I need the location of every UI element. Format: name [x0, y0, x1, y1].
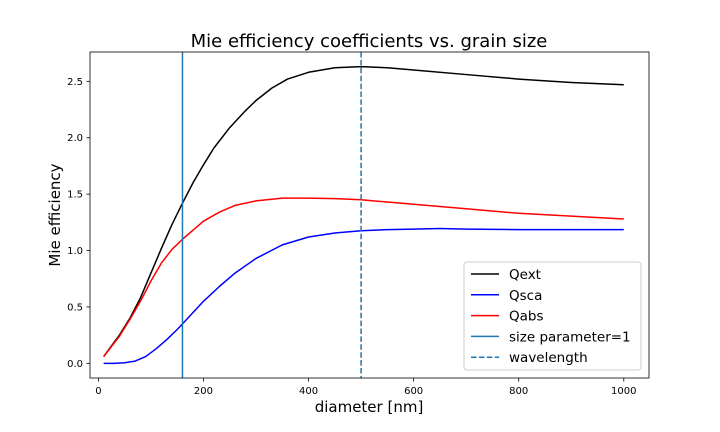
series-line-qsca [103, 227, 624, 365]
x-tick-label: 800 [509, 386, 528, 397]
x-axis-label: diameter [nm] [315, 398, 424, 416]
y-axis-label: Mie efficiency [46, 163, 64, 266]
y-axis-ticks: 0.0 0.5 1.0 1.5 2.0 2.5 [67, 77, 90, 370]
legend-label-qsca: Qsca [509, 288, 542, 304]
legend: Qext Qsca Qabs size parameter=1 wavelength [463, 261, 642, 371]
legend-entries: Qext Qsca Qabs size parameter=1 wavelength [471, 267, 631, 366]
x-tick-label: 600 [404, 386, 423, 397]
axes-frame [89, 51, 650, 379]
y-tick-label: 0.0 [67, 359, 83, 370]
y-tick-label: 0.5 [67, 302, 83, 313]
series-line-qext [103, 65, 624, 358]
legend-label-qext: Qext [509, 267, 541, 283]
legend-label-wavelength: wavelength [509, 350, 588, 366]
legend-label-qabs: Qabs [509, 309, 544, 325]
legend-label-size-parameter-1: size parameter=1 [509, 329, 631, 345]
x-tick-label: 0 [95, 386, 101, 397]
y-tick-label: 2.5 [67, 77, 83, 88]
y-tick-label: 2.0 [67, 133, 83, 144]
x-tick-label: 1000 [611, 386, 636, 397]
x-tick-label: 200 [194, 386, 213, 397]
reference-lines [181, 52, 362, 378]
x-tick-label: 400 [299, 386, 318, 397]
y-tick-label: 1.5 [67, 190, 83, 201]
x-axis-ticks: 0 200 400 600 800 1000 [95, 378, 637, 397]
series-line-qabs [103, 197, 624, 358]
series-layer [103, 65, 624, 365]
chart-title: Mie efficiency coefficients vs. grain si… [191, 31, 548, 52]
legend-box [463, 261, 642, 371]
y-tick-label: 1.0 [67, 246, 83, 257]
